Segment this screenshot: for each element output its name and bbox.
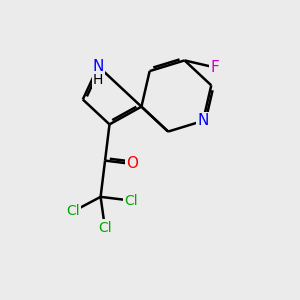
Text: N: N bbox=[197, 113, 209, 128]
Text: N: N bbox=[92, 59, 104, 74]
Text: Cl: Cl bbox=[66, 204, 80, 218]
Text: Cl: Cl bbox=[124, 194, 138, 208]
Text: F: F bbox=[210, 60, 219, 75]
Text: O: O bbox=[126, 156, 138, 171]
Text: H: H bbox=[93, 73, 104, 87]
Text: Cl: Cl bbox=[98, 220, 112, 235]
